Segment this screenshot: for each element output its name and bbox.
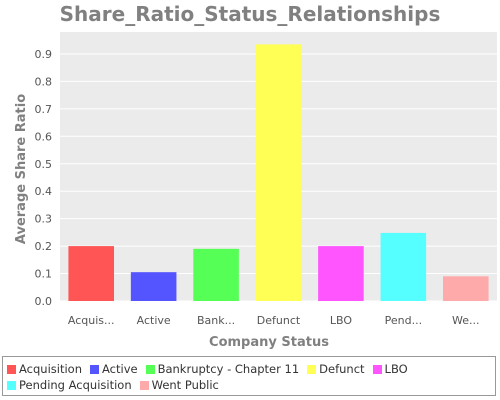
bar-bankruptcy-chapter-11 [193,248,239,301]
legend-label: Defunct [319,362,365,376]
legend-swatch [7,380,16,390]
y-tick-label: 0.3 [35,213,53,226]
x-tick-label: Bank... [197,314,235,327]
y-tick-label: 0.5 [35,158,53,171]
chart-title: Share_Ratio_Status_Relationships [60,2,441,26]
legend-label: Pending Acquisition [19,378,132,392]
legend-label: Acquisition [19,362,82,376]
y-tick-label: 0.7 [35,103,53,116]
y-tick-label: 0.9 [35,48,53,61]
legend-label: Active [102,362,138,376]
bars [68,44,489,301]
legend-label: Bankruptcy - Chapter 11 [157,362,300,376]
y-tick-label: 0.8 [35,75,53,88]
legend-item: LBO [372,362,408,376]
legend-row: Acquisition Active Bankruptcy - Chapter 11… [7,361,491,377]
y-axis-label: Average Share Ratio [14,94,29,244]
x-tick-label: Acquis... [68,314,115,327]
legend: Acquisition Active Bankruptcy - Chapter 11… [2,356,496,396]
legend-label: LBO [384,362,408,376]
legend-swatch [7,364,16,374]
bar-acquisition [68,246,115,301]
x-tick-label: Pend... [385,314,422,327]
x-tick-label: Active [137,314,171,327]
legend-item: Pending Acquisition [7,378,132,392]
legend-swatch [307,364,317,374]
bar-defunct [255,44,302,301]
bar-active [130,272,177,301]
y-tick-label: 0.6 [35,130,53,143]
x-tick-label: Defunct [257,314,301,327]
legend-item: Active [90,362,138,376]
legend-label: Went Public [151,378,219,392]
legend-swatch [139,380,149,390]
y-axis-ticks: 0.0 0.1 0.2 0.3 0.4 0.5 0.6 0.7 0.8 0.9 [35,48,53,308]
legend-swatch [372,364,382,374]
x-axis-ticks: Acquis... Active Bank... Defunct LBO Pend... W… [68,314,480,327]
y-tick-label: 0.0 [35,295,53,308]
legend-item: Defunct [307,362,365,376]
x-axis-label: Company Status [209,335,329,350]
legend-item: Acquisition [7,362,82,376]
legend-item: Bankruptcy - Chapter 11 [145,362,300,376]
y-tick-label: 0.1 [35,268,53,281]
legend-item: Went Public [139,378,219,392]
bar-went-public [442,276,489,301]
bar-lbo [318,246,364,301]
bar-pending-acquisition [380,232,427,301]
legend-swatch [145,364,155,374]
legend-swatch [90,364,99,374]
y-tick-label: 0.4 [35,185,53,198]
y-tick-label: 0.2 [35,240,53,253]
x-tick-label: We... [452,314,480,327]
legend-row: Pending Acquisition Went Public [7,377,491,393]
x-tick-label: LBO [330,314,352,327]
